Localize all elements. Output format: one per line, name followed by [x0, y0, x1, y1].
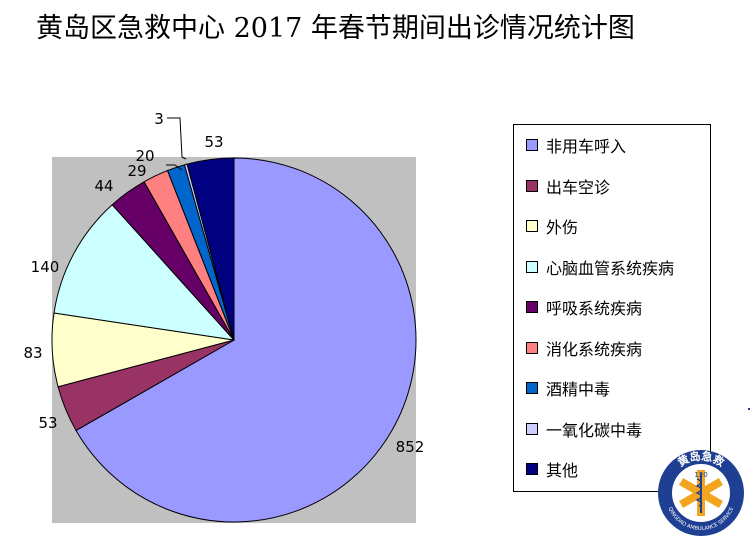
legend-label: 外伤 [546, 218, 579, 237]
legend-swatch [526, 422, 538, 435]
data-label: 44 [94, 177, 113, 195]
data-label: 3 [154, 110, 164, 128]
pie-slice [53, 204, 236, 341]
stray-dot [748, 408, 750, 410]
legend-swatch [526, 463, 538, 475]
legend-item: 外伤 [526, 215, 578, 237]
legend-swatch [526, 179, 538, 192]
legend-item: 一氧化碳中毒 [526, 418, 642, 440]
legend-item: 非用车呼入 [526, 134, 626, 156]
legend-item: 出车空诊 [526, 175, 610, 197]
legend-item: 其他 [526, 458, 578, 480]
serpent-icon [695, 478, 703, 507]
legend-label: 心脑血管系统疾病 [546, 258, 675, 278]
legend-swatch [526, 341, 538, 354]
legend-item: 呼吸系统疾病 [526, 296, 642, 318]
legend-swatch [526, 220, 538, 232]
data-label: 83 [23, 344, 42, 362]
legend-item: 酒精中毒 [526, 377, 610, 399]
legend-swatch [526, 139, 538, 151]
legend-label: 非用车呼入 [546, 137, 627, 156]
data-label: 852 [396, 438, 425, 456]
legend-label: 出车空诊 [546, 177, 611, 197]
leader-line [167, 117, 187, 160]
legend-item: 消化系统疾病 [526, 337, 642, 359]
legend-item: 心脑血管系统疾病 [526, 256, 674, 278]
legend-swatch [526, 260, 538, 273]
legend-label: 一氧化碳中毒 [546, 420, 643, 440]
legend-label: 呼吸系统疾病 [546, 299, 643, 318]
pie-slice [186, 157, 235, 341]
rod-icon [700, 473, 702, 513]
data-label: 29 [127, 162, 146, 180]
legend-label: 其他 [546, 461, 579, 480]
pie-slice [75, 157, 417, 523]
legend-label: 消化系统疾病 [546, 339, 643, 359]
leader-line [166, 164, 183, 171]
ambulance-logo: 黄岛急救 QINGDAO AMBULANCE SERVICE 120 [658, 449, 744, 536]
logo-number: 120 [694, 471, 707, 479]
chart-title: 黄岛区急救中心 2017 年春节期间出诊情况统计图 [36, 13, 635, 44]
data-label: 140 [31, 258, 60, 276]
data-label: 53 [204, 133, 223, 151]
legend-swatch [526, 301, 538, 313]
legend-label: 酒精中毒 [546, 380, 611, 399]
legend-swatch [526, 382, 538, 394]
data-label: 20 [135, 147, 154, 165]
legend: 非用车呼入出车空诊外伤心脑血管系统疾病 呼吸系统疾病 消化系统疾病 酒精中毒一氧化碳中… [513, 124, 711, 492]
data-label: 53 [38, 414, 57, 432]
